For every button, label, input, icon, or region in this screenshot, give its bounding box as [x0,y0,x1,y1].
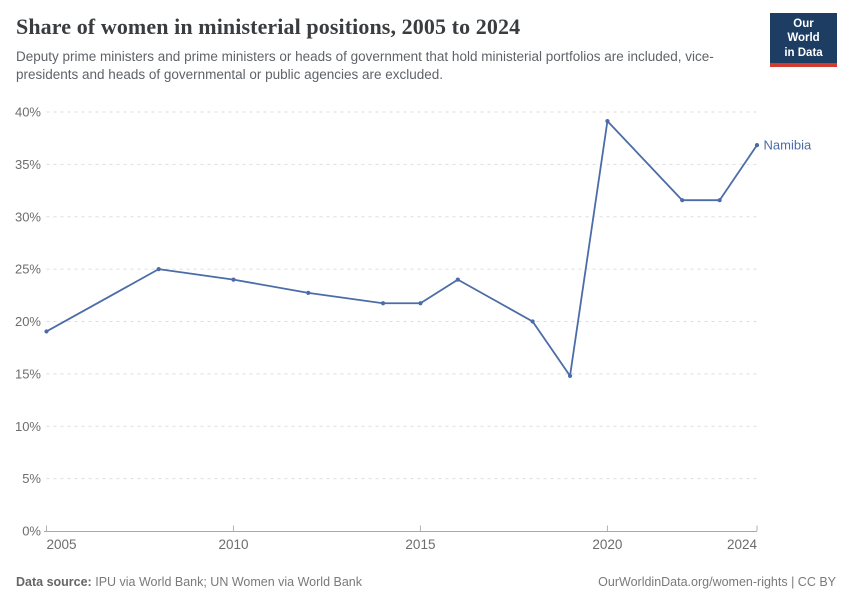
owid-logo-line1: Our World [787,18,820,45]
y-axis-tick-label: 10% [15,419,41,434]
data-point-marker [455,277,460,282]
data-point-marker [231,277,236,282]
y-axis-tick-label: 40% [15,105,41,120]
data-point-marker [380,301,386,306]
data-point-marker [680,198,685,203]
series-end-label: Namibia [764,138,812,153]
data-source: Data source: IPU via World Bank; UN Wome… [16,575,362,589]
x-axis-tick-label: 2015 [405,537,435,552]
data-point-marker [306,290,311,296]
x-axis-tick-label: 2005 [47,537,77,552]
y-axis-tick-label: 20% [15,314,41,329]
chart-title: Share of women in ministerial positions,… [16,14,521,39]
data-point-marker [44,329,49,334]
data-point-marker [418,301,423,306]
y-axis-tick-label: 35% [15,157,41,172]
y-axis-tick-label: 5% [22,471,41,486]
series-line [45,120,758,377]
data-point-marker [567,373,573,378]
x-axis-tick-label: 2020 [592,537,622,552]
attribution-link[interactable]: OurWorldinData.org/women-rights | CC BY [598,575,836,589]
y-axis-tick-label: 0% [22,524,41,539]
chart-subtitle: Deputy prime ministers and prime ministe… [16,49,714,83]
data-point-marker [717,198,722,203]
data-source-text: IPU via World Bank; UN Women via World B… [95,575,362,589]
owid-logo[interactable]: Our World in Data [770,13,837,68]
x-axis-tick-label: 2010 [218,537,248,552]
chart-footer: Data source: IPU via World Bank; UN Wome… [16,575,836,589]
x-axis-tick-label: 2024 [727,537,758,552]
data-source-label: Data source: [16,575,92,589]
y-axis-tick-label: 15% [15,366,41,381]
chart-header: Share of women in ministerial positions,… [16,14,756,84]
y-axis-tick-label: 25% [15,262,41,277]
data-point-marker [156,267,161,272]
data-point-marker [754,143,760,148]
data-point-marker [605,119,610,124]
data-point-marker [530,319,535,324]
y-axis-tick-label: 30% [15,209,41,224]
owid-logo-line2: in Data [784,46,823,59]
